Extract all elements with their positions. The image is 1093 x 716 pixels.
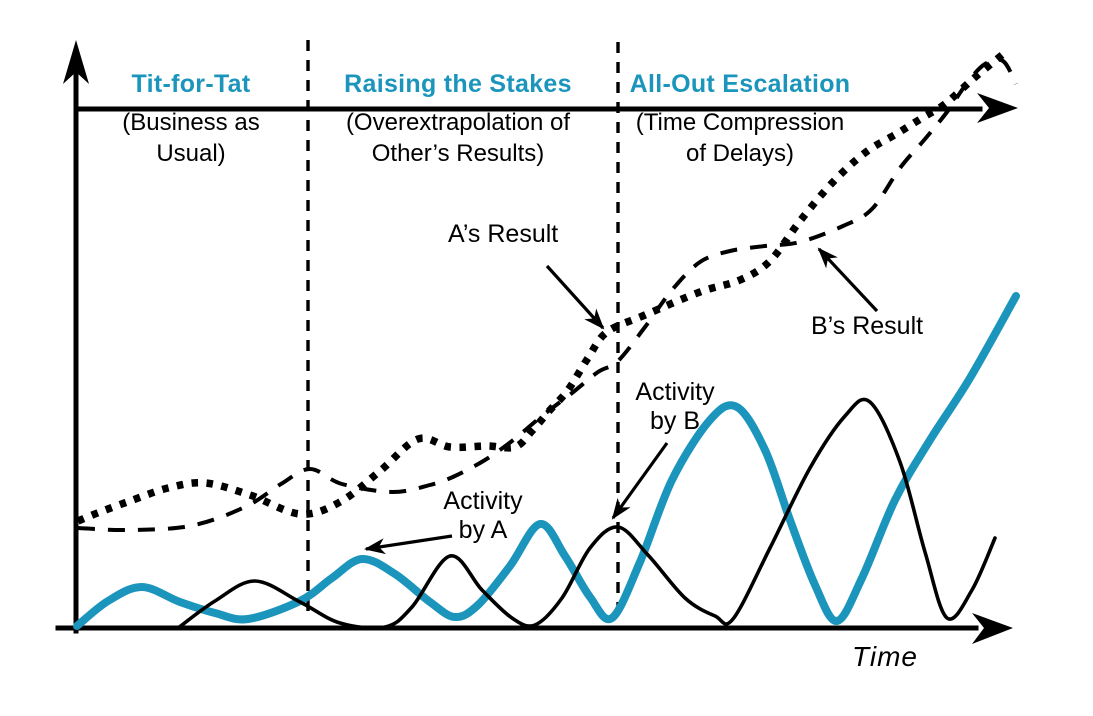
top-arrowhead-icon <box>977 93 1018 123</box>
phase-all-out-escalation: All-Out Escalation (Time Compression of … <box>618 68 862 169</box>
b-result-label: B’s Result <box>811 312 924 340</box>
x-axis-arrowhead-icon <box>972 613 1013 644</box>
activity-by-a-label: Activity by A <box>443 487 523 544</box>
time-axis-label: Time <box>852 641 918 672</box>
phase-3-subtitle: (Time Compression of Delays) <box>635 109 845 167</box>
top-horizontal-arrow <box>75 93 1018 123</box>
annotation-arrow-3 <box>611 442 669 520</box>
annotation-arrows <box>364 247 879 555</box>
phase-tit-for-tat: Tit-for-Tat (Business as Usual) <box>80 68 302 169</box>
series-activity-a <box>73 292 1020 630</box>
x-axis <box>55 613 1013 644</box>
phase-3-title: All-Out Escalation <box>629 70 851 98</box>
annotation-arrow-1 <box>545 264 605 330</box>
series-activity-b <box>176 397 997 630</box>
annotation-arrow-4 <box>364 534 453 555</box>
phase-raising-the-stakes: Raising the Stakes (Overextrapolation of… <box>311 68 605 169</box>
phase-1-subtitle: (Business as Usual) <box>122 109 260 167</box>
y-axis <box>63 40 89 634</box>
annotation-arrow-2 <box>817 247 879 313</box>
series-b-result <box>77 57 1018 533</box>
series-curves <box>73 52 1020 630</box>
phase-2-subtitle: (Overextrapolation of Other’s Results) <box>345 109 571 167</box>
y-axis-arrowhead-icon <box>63 40 89 84</box>
phase-dividers <box>306 40 620 620</box>
a-result-label: A’s Result <box>448 220 559 248</box>
phase-2-title: Raising the Stakes <box>344 70 572 98</box>
activity-by-b-label: Activity by B <box>635 378 715 435</box>
phase-1-title: Tit-for-Tat <box>131 70 251 98</box>
